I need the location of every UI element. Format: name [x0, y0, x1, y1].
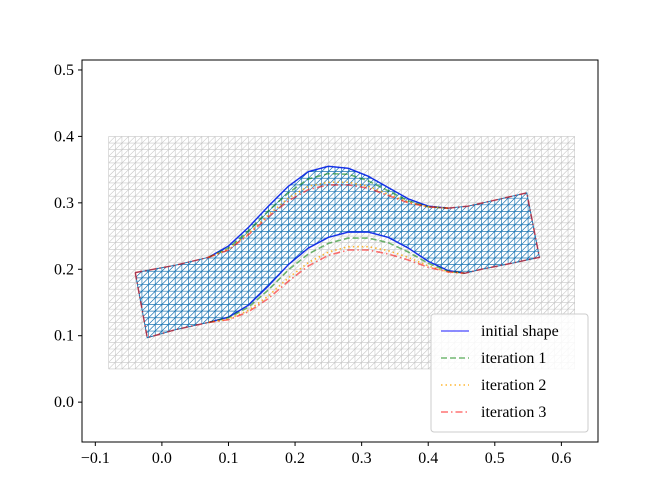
- legend-box: [430, 313, 589, 433]
- legend-label: initial shape: [481, 323, 559, 340]
- legend: initial shape iteration 1 iteration 2 itera…: [430, 313, 589, 433]
- series-line: [208, 165, 449, 259]
- axis-ticks: −0.1 0.0 0.1 0.2 0.3 0.4 0.5 0.6 0.0 0.1 0.2 0.3 0.4…: [54, 62, 571, 467]
- y-tick-label: 0.1: [54, 328, 74, 345]
- series-line: [208, 237, 465, 324]
- y-tick-label: 0.5: [54, 62, 74, 79]
- series-line: [448, 192, 541, 275]
- x-tick-label: 0.5: [485, 450, 505, 467]
- y-tick-label: 0.2: [54, 261, 74, 278]
- series-line: [208, 184, 449, 259]
- series-line: [208, 249, 465, 324]
- series-line: [208, 245, 465, 324]
- legend-label: iteration 2: [481, 377, 546, 394]
- shape-fill: [135, 166, 540, 338]
- series-line: [135, 256, 209, 274]
- series-lines: [134, 165, 541, 339]
- series-0: [208, 165, 465, 324]
- series-2: [208, 181, 465, 324]
- axes-frame: [81, 59, 599, 443]
- series-line: [208, 172, 449, 259]
- x-tick-label: −0.1: [81, 450, 110, 467]
- x-tick-label: 0.4: [418, 450, 438, 467]
- y-tick-label: 0.3: [54, 195, 74, 212]
- series-line: [208, 231, 465, 324]
- legend-label: iteration 3: [481, 404, 546, 421]
- x-tick-label: 0.0: [152, 450, 172, 467]
- y-tick-label: 0.0: [54, 394, 74, 411]
- x-tick-label: 0.2: [285, 450, 305, 467]
- y-tick-label: 0.4: [54, 128, 74, 145]
- series-1: [208, 172, 465, 324]
- legend-label: iteration 1: [481, 350, 546, 367]
- series-line: [134, 272, 209, 339]
- x-tick-label: 0.1: [218, 450, 238, 467]
- series-3: [134, 184, 541, 339]
- x-tick-label: 0.6: [551, 450, 571, 467]
- x-tick-label: 0.3: [352, 450, 372, 467]
